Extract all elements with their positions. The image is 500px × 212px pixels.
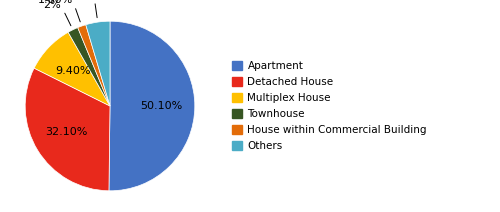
Wedge shape [34, 32, 110, 106]
Wedge shape [86, 21, 110, 106]
Text: 1.60%: 1.60% [38, 0, 72, 6]
Text: 2%: 2% [43, 0, 61, 10]
Text: 32.10%: 32.10% [46, 127, 88, 138]
Text: 50.10%: 50.10% [140, 101, 182, 111]
Wedge shape [25, 68, 110, 191]
Wedge shape [68, 28, 110, 106]
Text: 9.40%: 9.40% [56, 66, 91, 76]
Wedge shape [109, 21, 195, 191]
Legend: Apartment, Detached House, Multiplex House, Townhouse, House within Commercial B: Apartment, Detached House, Multiplex Hou… [232, 61, 427, 151]
Wedge shape [78, 25, 110, 106]
